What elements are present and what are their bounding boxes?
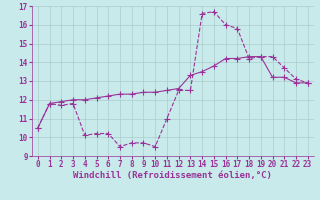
X-axis label: Windchill (Refroidissement éolien,°C): Windchill (Refroidissement éolien,°C) bbox=[73, 171, 272, 180]
